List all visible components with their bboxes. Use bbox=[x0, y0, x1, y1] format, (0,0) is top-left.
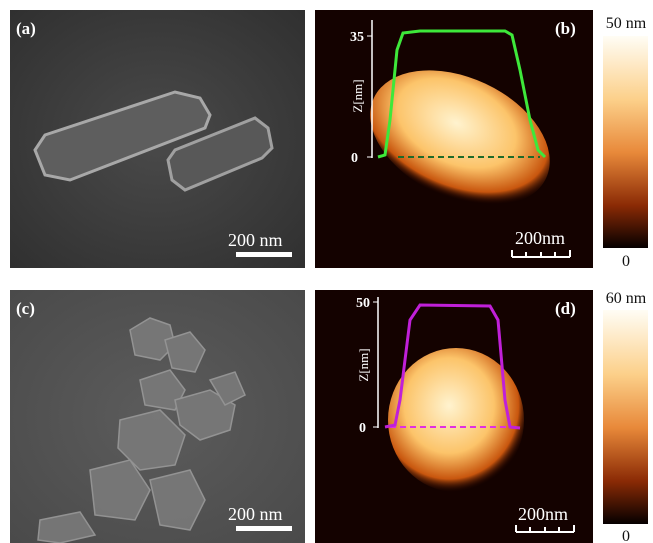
colorbar-max: 50 nm bbox=[606, 15, 647, 32]
colorbar-min: 0 bbox=[622, 528, 630, 543]
axis-label: Z[nm] bbox=[356, 348, 371, 381]
colorbar-max: 60 nm bbox=[606, 290, 647, 307]
axis-label: Z[nm] bbox=[350, 79, 365, 112]
scale-bar-label: 200 nm bbox=[228, 230, 283, 250]
scale-bar-label: 200nm bbox=[515, 228, 565, 248]
panel-label: (b) bbox=[555, 19, 576, 38]
figure: (a) 200 nm 35 0 Z[nm] (b) 200nm 50 nm 0 … bbox=[0, 0, 653, 543]
panel-label: (a) bbox=[16, 19, 36, 38]
colorbar bbox=[603, 36, 648, 248]
axis-tick-label: 50 bbox=[356, 296, 370, 311]
scale-bar-label: 200 nm bbox=[228, 504, 283, 524]
panel-label: (c) bbox=[16, 299, 35, 318]
axis-tick-label: 0 bbox=[351, 151, 358, 166]
scale-bar bbox=[236, 252, 292, 257]
scale-bar bbox=[236, 526, 292, 531]
colorbar-min: 0 bbox=[622, 253, 630, 270]
colorbar bbox=[603, 310, 648, 524]
axis-tick-label: 35 bbox=[350, 30, 364, 45]
axis-tick-label: 0 bbox=[359, 421, 366, 436]
scale-bar-label: 200nm bbox=[518, 504, 568, 524]
panel-label: (d) bbox=[555, 299, 576, 318]
